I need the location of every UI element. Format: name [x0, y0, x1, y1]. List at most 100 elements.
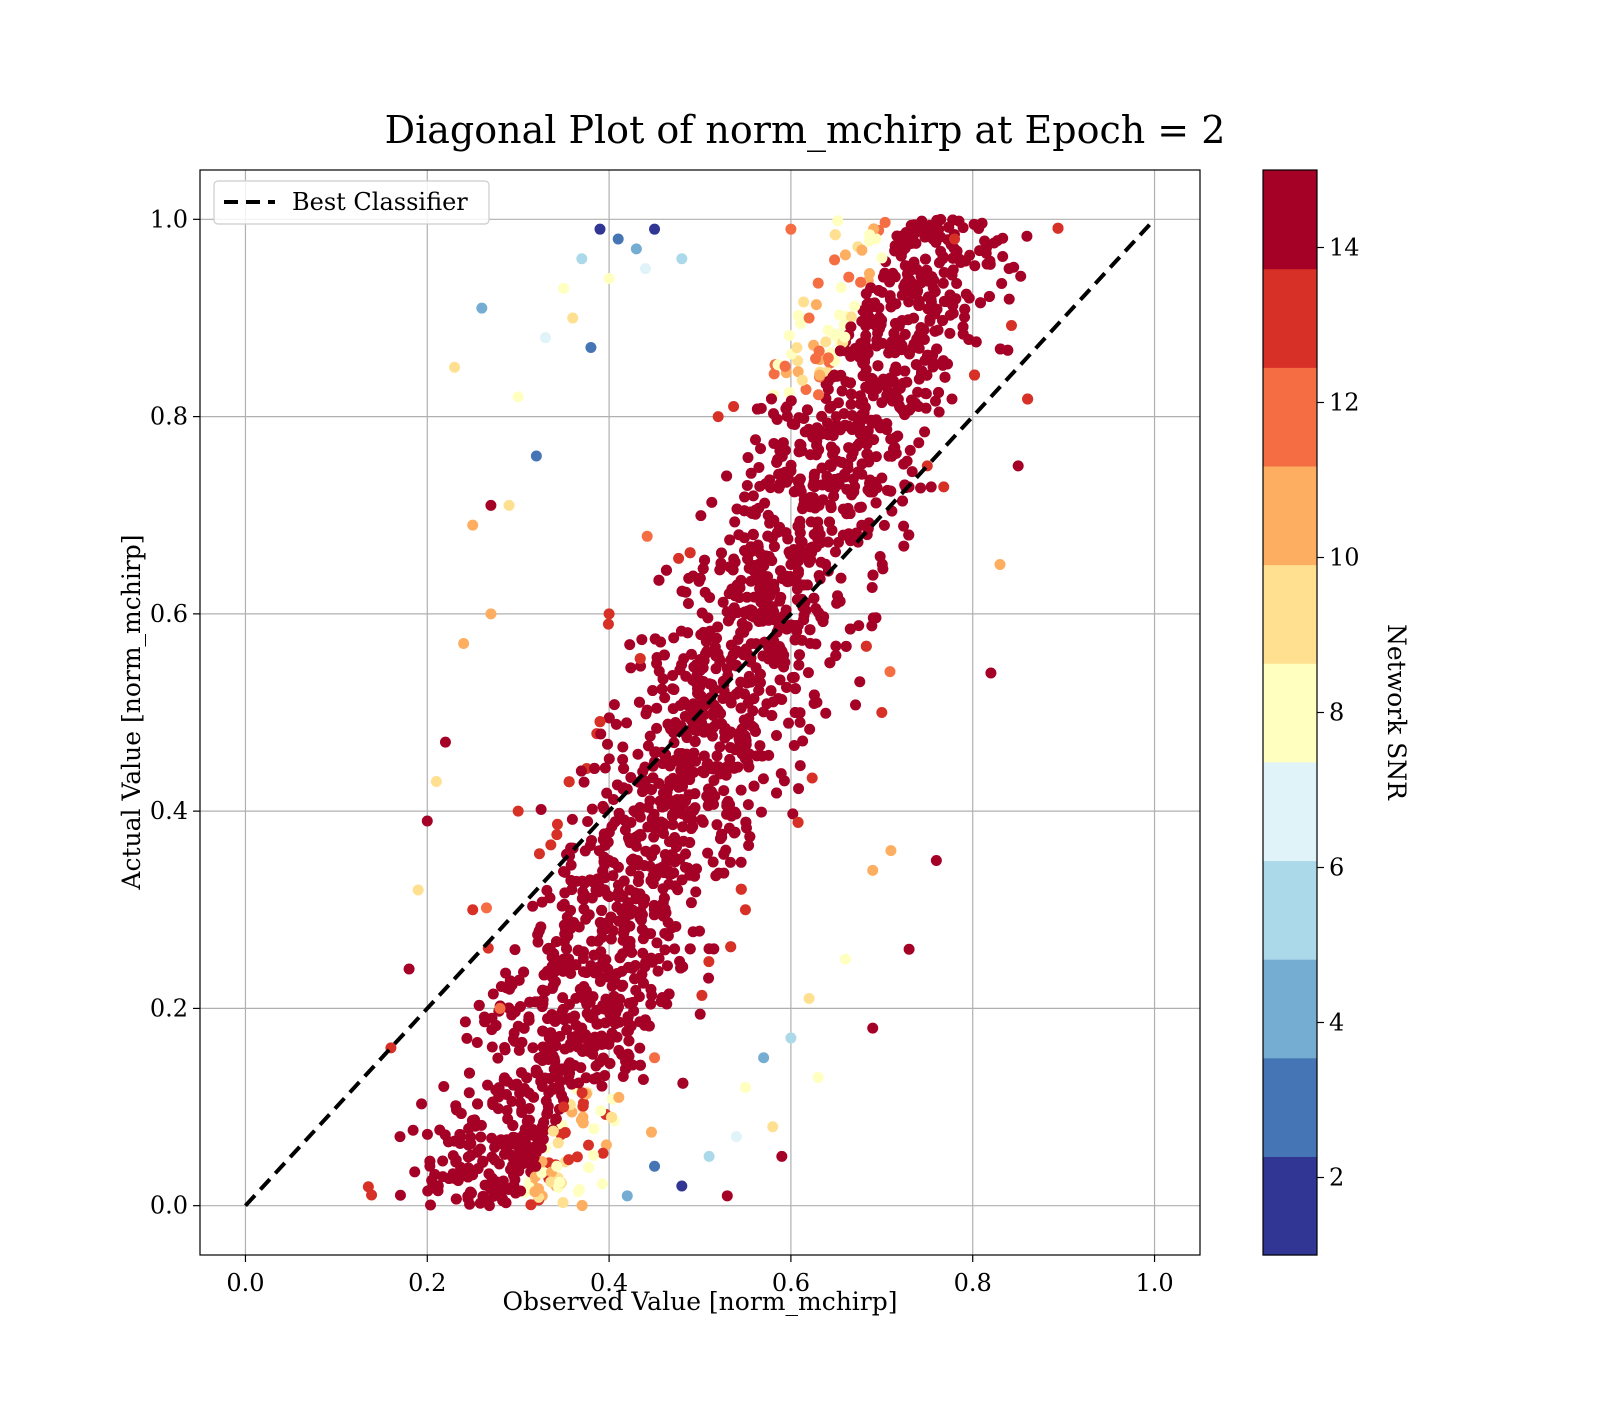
scatter-point — [499, 1072, 511, 1084]
scatter-point — [854, 676, 866, 688]
colorbar-segment — [1263, 564, 1317, 664]
scatter-point — [674, 664, 686, 676]
scatter-point — [865, 415, 877, 427]
scatter-point — [807, 480, 819, 492]
scatter-point — [779, 360, 791, 372]
scatter-point — [884, 666, 896, 678]
scatter-point — [689, 788, 701, 800]
scatter-point — [657, 673, 669, 685]
scatter-point — [535, 803, 547, 815]
scatter-point — [899, 365, 911, 377]
scatter-point — [566, 1031, 578, 1043]
scatter-point — [603, 273, 615, 284]
scatter-point — [650, 907, 662, 919]
scatter-point — [822, 429, 834, 441]
scatter-point — [759, 497, 771, 509]
scatter-point — [896, 315, 908, 327]
scatter-point — [612, 233, 624, 245]
scatter-point — [825, 441, 837, 453]
scatter-point — [830, 411, 842, 423]
scatter-point — [548, 1083, 560, 1095]
scatter-point — [639, 263, 651, 275]
scatter-point — [608, 793, 620, 805]
scatter-point — [754, 668, 766, 680]
scatter-point — [896, 339, 908, 351]
scatter-point — [881, 380, 893, 392]
scatter-point — [766, 709, 778, 721]
scatter-point — [429, 1169, 441, 1181]
scatter-point — [652, 965, 664, 977]
scatter-point — [636, 923, 648, 935]
scatter-point — [1052, 222, 1064, 234]
scatter-point — [605, 933, 617, 945]
scatter-point — [763, 551, 775, 563]
scatter-point — [828, 474, 840, 486]
scatter-point — [770, 730, 782, 742]
scatter-point — [778, 661, 790, 673]
scatter-point — [878, 519, 890, 531]
scatter-point — [765, 393, 777, 405]
scatter-point — [798, 614, 810, 626]
best-classifier-line — [243, 217, 1157, 1208]
scatter-point — [578, 776, 590, 788]
scatter-point — [736, 618, 748, 630]
scatter-point — [743, 562, 755, 574]
scatter-point — [792, 366, 804, 378]
scatter-point — [626, 855, 638, 867]
scatter-point — [840, 640, 852, 652]
scatter-point — [886, 395, 898, 407]
scatter-point — [648, 808, 660, 820]
scatter-point — [621, 717, 633, 729]
scatter-point — [789, 634, 801, 646]
scatter-point — [752, 539, 764, 551]
scatter-point — [486, 1172, 498, 1184]
scatter-point — [816, 410, 828, 422]
scatter-point — [459, 1016, 471, 1028]
scatter-point — [753, 461, 765, 473]
scatter-point — [794, 760, 806, 772]
scatter-point — [796, 536, 808, 548]
scatter-point — [608, 972, 620, 984]
scatter-point — [959, 311, 971, 323]
x-tick-label: 0.8 — [954, 1269, 992, 1297]
scatter-point — [461, 1032, 473, 1044]
scatter-point — [554, 1176, 566, 1188]
scatter-point — [525, 1129, 537, 1141]
scatter-point — [906, 466, 918, 478]
scatter-point — [571, 1151, 583, 1163]
scatter-point — [602, 889, 614, 901]
scatter-point — [669, 880, 681, 892]
scatter-point — [721, 470, 733, 482]
scatter-point — [521, 1072, 533, 1084]
scatter-point — [594, 223, 606, 235]
scatter-point — [538, 1116, 550, 1128]
scatter-point — [513, 1143, 525, 1155]
scatter-point — [668, 632, 680, 644]
scatter-point — [646, 989, 658, 1001]
scatter-point — [632, 876, 644, 888]
scatter-point — [622, 937, 634, 949]
x-tick-label: 0.4 — [590, 1269, 628, 1297]
scatter-point — [741, 677, 753, 689]
scatter-point — [782, 533, 794, 545]
scatter-point — [462, 1192, 474, 1204]
scatter-point — [465, 1149, 477, 1161]
scatter-point — [860, 640, 872, 652]
scatter-point — [630, 893, 642, 905]
scatter-point — [617, 979, 629, 991]
scatter-point — [735, 784, 747, 796]
scatter-point — [624, 920, 636, 932]
scatter-point — [613, 879, 625, 891]
scatter-point — [775, 644, 787, 656]
scatter-point — [791, 342, 803, 354]
scatter-point — [772, 453, 784, 465]
scatter-point — [859, 306, 871, 318]
scatter-point — [715, 557, 727, 569]
scatter-point — [879, 267, 891, 279]
scatter-point — [808, 689, 820, 701]
scatter-point — [789, 683, 801, 695]
scatter-point — [747, 528, 759, 540]
scatter-point — [901, 455, 913, 467]
scatter-point — [637, 977, 649, 989]
